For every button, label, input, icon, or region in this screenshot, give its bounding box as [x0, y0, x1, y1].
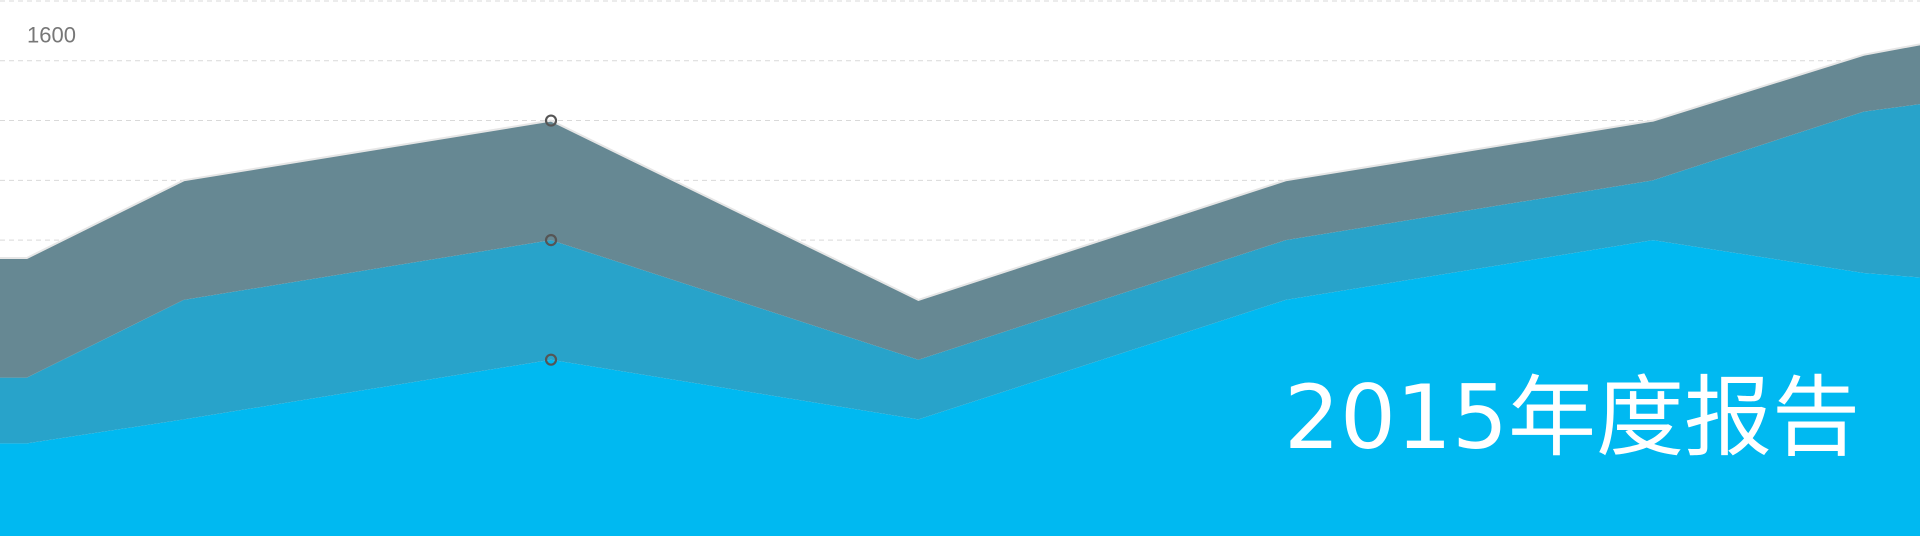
area — [0, 44, 1920, 378]
chart-title: 2015年度报告 — [1284, 366, 1860, 469]
areas — [0, 43, 1920, 536]
point-marker — [544, 353, 558, 366]
point-marker — [544, 234, 558, 247]
area — [0, 240, 1920, 536]
y-tick-label: 1600 — [27, 23, 76, 48]
area-edge — [0, 43, 1920, 301]
labels: 1600 — [27, 23, 76, 48]
area — [0, 104, 1920, 444]
markers — [544, 114, 558, 366]
point-marker — [544, 114, 558, 127]
